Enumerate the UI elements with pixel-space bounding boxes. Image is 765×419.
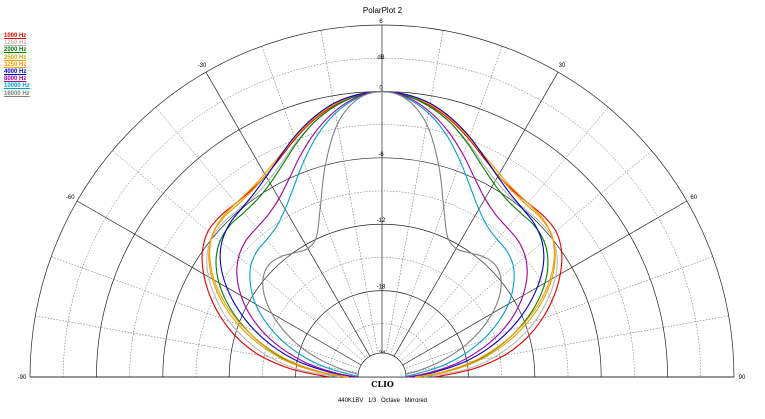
legend-entry: 2500 Hz [4, 54, 27, 61]
angular-gridline [320, 30, 379, 358]
radial-tick-label: -6 [378, 152, 384, 158]
radial-unit-label: dB [377, 55, 384, 61]
angular-gridline [391, 71, 559, 360]
angular-gridline [205, 71, 373, 360]
radial-tick-label: -12 [377, 218, 386, 224]
polar-grid [29, 24, 735, 378]
radial-tick-label: 6 [379, 19, 383, 25]
angular-gridline [399, 200, 688, 368]
legend-entry: 16000 Hz [4, 90, 30, 97]
angular-gridline [112, 150, 367, 365]
legend-entry: 4000 Hz [4, 69, 27, 76]
legend-entry: 10000 Hz [4, 83, 30, 90]
angle-label: -60 [66, 195, 75, 201]
angle-label: 60 [690, 195, 697, 201]
legend-entry: 1000 Hz [4, 33, 27, 39]
clio-logo: CLIO [371, 379, 394, 389]
angle-label: -90 [18, 375, 27, 381]
chart-footer: 440K1BV 1/3 Octave Mirrored [337, 398, 428, 404]
legend-entry: 2000 Hz [4, 47, 27, 54]
angular-gridline [394, 107, 609, 362]
angular-gridline [155, 107, 370, 362]
radial-gridline [62, 57, 702, 378]
angle-label: 30 [559, 63, 566, 69]
series-line-16000-hz [262, 90, 502, 378]
legend-entry: 8000 Hz [4, 76, 27, 83]
angular-gridline [51, 256, 364, 371]
angular-gridline [397, 150, 652, 365]
angle-label: 90 [739, 375, 746, 381]
radial-tick-label: -18 [377, 285, 386, 291]
legend-entry: 1250 Hz [4, 40, 27, 47]
angular-gridline [388, 46, 503, 359]
radial-tick-label: 0 [379, 85, 383, 91]
angular-gridline [385, 30, 444, 358]
angular-gridline [261, 46, 376, 359]
angular-gridline [400, 256, 713, 371]
center-hub [357, 352, 407, 378]
angle-label: -30 [198, 63, 207, 69]
angular-gridline [76, 200, 365, 368]
radial-gridline [262, 257, 502, 378]
polar-curves [201, 90, 563, 378]
chart-title: PolarPlot 2 [362, 6, 403, 15]
legend: 1000 Hz 1250 Hz 2000 Hz 2500 Hz 3250 Hz 4000 … [4, 33, 30, 98]
legend-entry: 3250 Hz [4, 61, 27, 68]
